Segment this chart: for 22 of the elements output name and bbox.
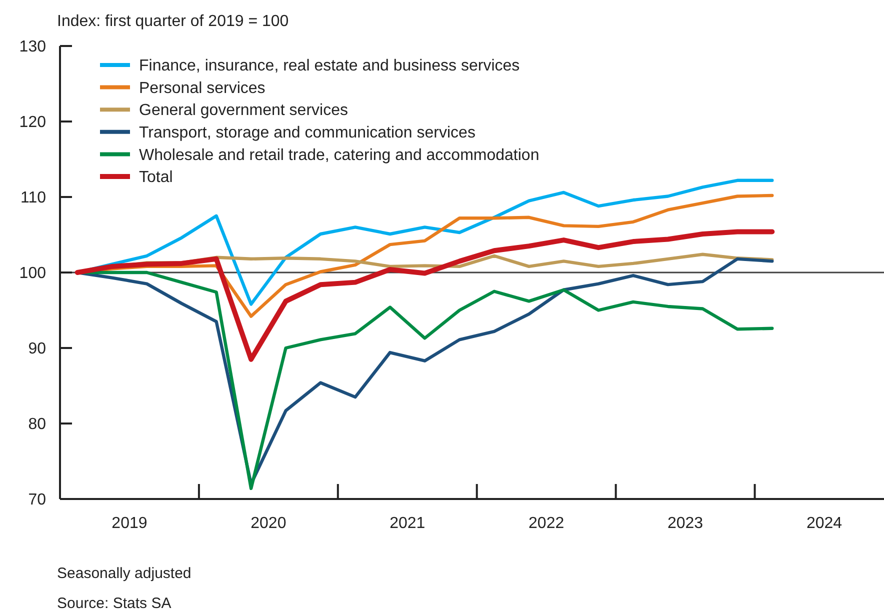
y-axis-title: Index: first quarter of 2019 = 100	[57, 13, 289, 30]
x-tick-label: 2022	[528, 515, 564, 532]
legend-label: Wholesale and retail trade, catering and accommodation	[139, 146, 540, 164]
legend-label: Personal services	[139, 80, 266, 97]
y-tick-label: 80	[28, 416, 46, 434]
x-tick-label: 2024	[806, 515, 842, 532]
legend-label: Total	[139, 169, 173, 186]
legend-label: Transport, storage and communication services	[139, 124, 476, 142]
y-tick-label: 70	[28, 492, 46, 509]
y-tick-label: 130	[19, 38, 46, 56]
y-tick-label: 100	[19, 265, 46, 282]
x-tick-label: 2019	[112, 515, 148, 532]
y-tick-label: 90	[28, 340, 46, 358]
y-tick-label: 120	[19, 114, 46, 132]
x-tick-label: 2021	[390, 515, 426, 532]
legend-label: Finance, insurance, real estate and business services	[139, 58, 520, 75]
source-note: Source: Stats SA	[57, 595, 172, 610]
x-tick-label: 2023	[668, 515, 704, 532]
legend-label: General government services	[139, 102, 348, 120]
y-tick-label: 110	[20, 190, 46, 207]
text: Seasonally adjusted	[57, 565, 192, 582]
x-tick-label: 2020	[250, 515, 286, 532]
